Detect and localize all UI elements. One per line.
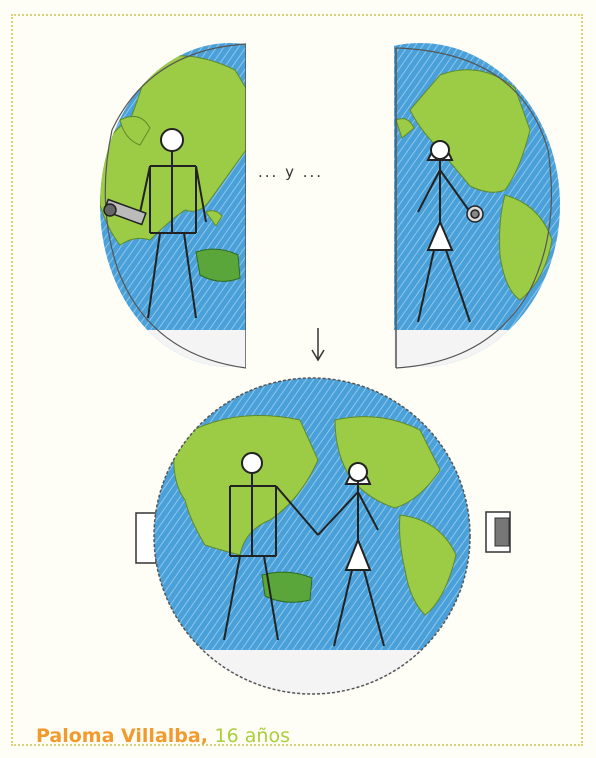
down-arrow-icon — [311, 328, 325, 362]
woman-figure-bottom — [317, 462, 385, 647]
connector-text: ... y ... — [258, 163, 324, 181]
man-figure-bottom — [223, 452, 319, 641]
artist-age: 16 años — [214, 725, 290, 747]
left-half-globe — [100, 43, 246, 369]
telescope-left — [103, 198, 147, 226]
artist-name: Paloma Villalba, — [36, 725, 208, 747]
magnifier-right — [466, 205, 484, 223]
artist-signature: Paloma Villalba, 16 años — [36, 725, 290, 747]
dotted-frame — [11, 14, 583, 746]
bottom-globe — [135, 377, 511, 695]
right-half-globe — [394, 43, 560, 369]
woman-figure-right — [417, 140, 471, 323]
